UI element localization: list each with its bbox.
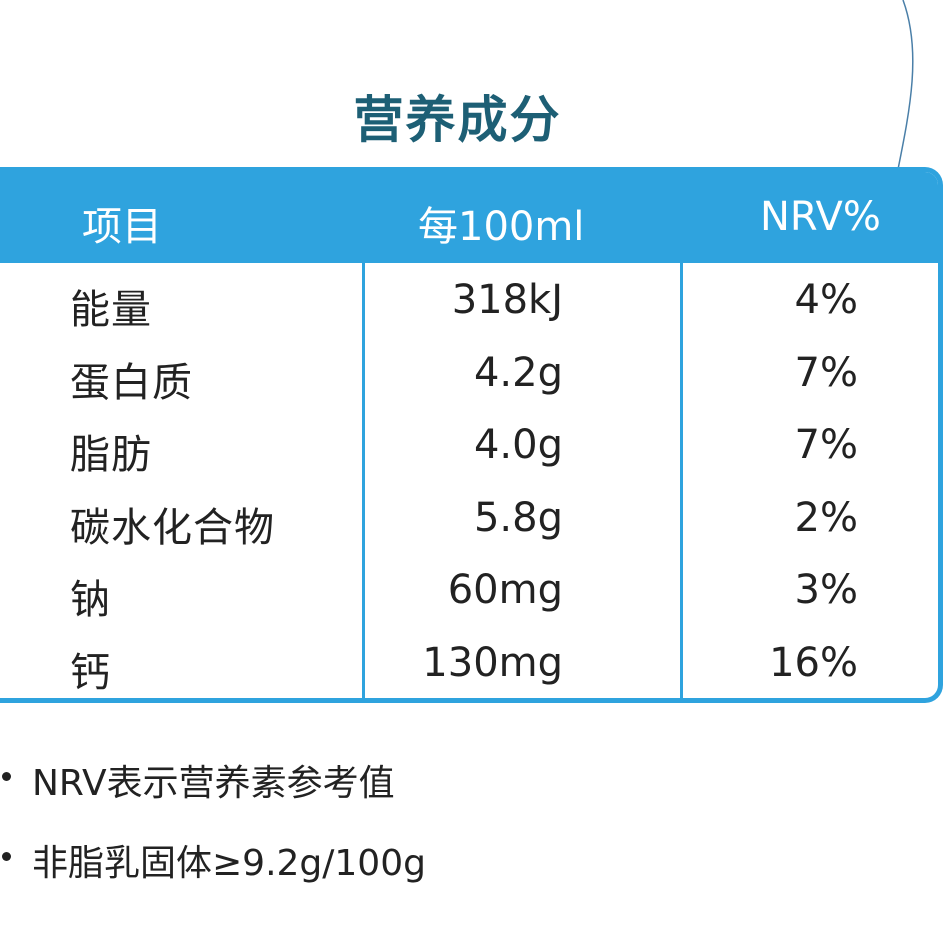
bullet-icon [2,772,11,781]
nutrient-amount: 4.0g [473,422,563,468]
table-header: 项目 每100ml NRV% [0,172,938,263]
nutrient-nrv: 7% [794,422,858,468]
nutrient-nrv: 4% [794,277,858,323]
header-per-100ml: 每100ml [418,204,585,250]
nutrient-amount: 60mg [447,567,563,613]
table-row: 碳水化合物 5.8g 2% [0,487,938,560]
table-body: 能量 318kJ 4% 蛋白质 4.2g 7% 脂肪 4.0g 7% 碳水化合物… [0,269,938,699]
page-title: 营养成分 [353,91,562,149]
nutrient-nrv: 2% [794,494,858,541]
nutrient-amount: 5.8g [473,494,563,541]
nutrient-amount: 318kJ [451,277,563,323]
nutrient-name: 碳水化合物 [70,504,275,551]
nutrient-name: 钠 [70,577,111,623]
table-row: 脂肪 4.0g 7% [0,414,938,487]
nutrition-table: 项目 每100ml NRV% 能量 318kJ 4% 蛋白质 4.2g 7% 脂… [0,167,943,703]
nutrient-nrv: 16% [769,639,858,686]
nutrient-nrv: 7% [794,349,858,396]
nutrient-name: 脂肪 [70,432,152,478]
nutrient-nrv: 3% [794,567,858,613]
header-item: 项目 [82,204,162,250]
footnote-text: NRV表示营养素参考值 [32,763,395,804]
footnote-text: 非脂乳固体≥9.2g/100g [32,843,426,884]
bullet-icon [2,852,11,861]
table-row: 钠 60mg 3% [0,559,938,632]
table-row: 能量 318kJ 4% [0,269,938,342]
nutrient-name: 钙 [70,649,111,696]
nutrient-amount: 130mg [422,639,563,686]
nutrient-name: 蛋白质 [70,359,193,406]
column-divider [362,263,365,698]
header-nrv: NRV% [760,194,881,240]
table-row: 钙 130mg 16% [0,632,938,699]
nutrient-name: 能量 [70,287,152,333]
column-divider [680,263,683,698]
nutrient-amount: 4.2g [473,349,563,396]
table-row: 蛋白质 4.2g 7% [0,342,938,415]
